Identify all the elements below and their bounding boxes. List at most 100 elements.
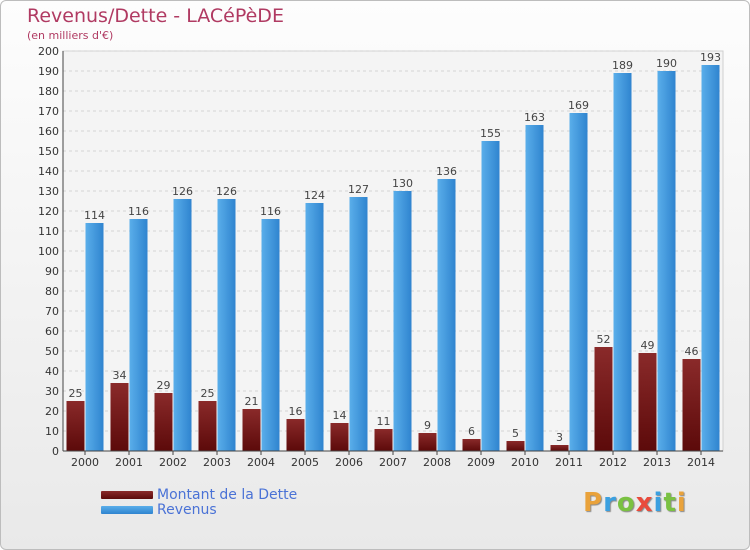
data-label: 130 [392, 177, 413, 190]
logo-letter: i [653, 488, 664, 518]
data-label: 116 [260, 205, 281, 218]
bar-debt [594, 347, 613, 451]
data-label: 163 [524, 111, 545, 124]
bar-revenue [481, 141, 500, 451]
bar-revenue [701, 65, 720, 451]
y-tick-label: 30 [45, 385, 59, 398]
logo-letter: o [616, 488, 636, 518]
bar-revenue [525, 125, 544, 451]
bar-revenue [85, 223, 104, 451]
data-label: 25 [69, 387, 83, 400]
legend-label-debt: Montant de la Dette [157, 486, 298, 503]
logo-letter: t [663, 488, 677, 518]
logo-letter: i [676, 488, 687, 518]
y-tick-label: 110 [38, 225, 59, 238]
bar-revenue [173, 199, 192, 451]
y-tick-label: 100 [38, 245, 59, 258]
bar-revenue [261, 219, 280, 451]
x-tick-label: 2011 [555, 456, 583, 469]
bar-revenue [569, 113, 588, 451]
data-label: 14 [333, 409, 347, 422]
bar-debt [66, 401, 85, 451]
bar-debt [242, 409, 261, 451]
bar-revenue [349, 197, 368, 451]
x-tick-label: 2004 [247, 456, 275, 469]
data-label: 9 [424, 419, 431, 432]
chart-title: Revenus/Dette - LACéPèDE [27, 5, 284, 27]
bar-revenue [437, 179, 456, 451]
y-tick-label: 90 [45, 265, 59, 278]
y-tick-label: 70 [45, 305, 59, 318]
bar-revenue [657, 71, 676, 451]
data-label: 16 [289, 405, 303, 418]
data-label: 114 [84, 209, 105, 222]
y-tick-label: 160 [38, 125, 59, 138]
y-tick-label: 20 [45, 405, 59, 418]
x-tick-label: 2014 [687, 456, 715, 469]
proxiti-logo: Proxiti [583, 488, 687, 518]
data-label: 136 [436, 165, 457, 178]
y-tick-label: 10 [45, 425, 59, 438]
x-tick-label: 2010 [511, 456, 539, 469]
y-tick-label: 0 [52, 445, 59, 458]
bar-revenue [305, 203, 324, 451]
legend-swatch-revenue [101, 505, 153, 514]
data-label: 124 [304, 189, 325, 202]
logo-letter: x [635, 488, 654, 518]
bar-debt [286, 419, 305, 451]
legend-item-debt: Montant de la Dette [101, 486, 298, 503]
x-tick-label: 2005 [291, 456, 319, 469]
data-label: 5 [512, 427, 519, 440]
legend-item-revenue: Revenus [101, 501, 297, 518]
y-tick-label: 120 [38, 205, 59, 218]
legend: Montant de la Dette Revenus [101, 486, 298, 518]
x-tick-label: 2007 [379, 456, 407, 469]
bar-debt [374, 429, 393, 451]
legend-swatch-debt [101, 490, 153, 499]
data-label: 126 [172, 185, 193, 198]
y-tick-label: 200 [38, 45, 59, 58]
data-label: 193 [700, 51, 721, 64]
logo-letter: r [603, 488, 617, 518]
bar-debt [418, 433, 437, 451]
y-tick-label: 150 [38, 145, 59, 158]
bar-debt [550, 445, 569, 451]
data-label: 116 [128, 205, 149, 218]
data-label: 127 [348, 183, 369, 196]
y-tick-label: 190 [38, 65, 59, 78]
bar-debt [638, 353, 657, 451]
logo-letter: P [583, 488, 604, 518]
data-label: 169 [568, 99, 589, 112]
bar-debt [110, 383, 129, 451]
data-label: 21 [245, 395, 259, 408]
x-tick-label: 2002 [159, 456, 187, 469]
data-label: 29 [157, 379, 171, 392]
data-label: 25 [201, 387, 215, 400]
data-label: 49 [641, 339, 655, 352]
y-tick-label: 170 [38, 105, 59, 118]
x-tick-label: 2000 [71, 456, 99, 469]
x-tick-label: 2006 [335, 456, 363, 469]
bar-debt [506, 441, 525, 451]
y-tick-label: 40 [45, 365, 59, 378]
bar-revenue [393, 191, 412, 451]
data-label: 3 [556, 431, 563, 444]
x-tick-label: 2003 [203, 456, 231, 469]
y-tick-label: 50 [45, 345, 59, 358]
bar-debt [462, 439, 481, 451]
x-tick-label: 2013 [643, 456, 671, 469]
y-tick-label: 130 [38, 185, 59, 198]
bar-revenue [129, 219, 148, 451]
data-label: 6 [468, 425, 475, 438]
data-label: 155 [480, 127, 501, 140]
bar-debt [154, 393, 173, 451]
y-tick-label: 140 [38, 165, 59, 178]
data-label: 126 [216, 185, 237, 198]
data-label: 34 [113, 369, 127, 382]
y-tick-label: 80 [45, 285, 59, 298]
data-label: 11 [377, 415, 391, 428]
data-label: 46 [685, 345, 699, 358]
legend-label-revenue: Revenus [157, 501, 217, 518]
data-label: 190 [656, 57, 677, 70]
